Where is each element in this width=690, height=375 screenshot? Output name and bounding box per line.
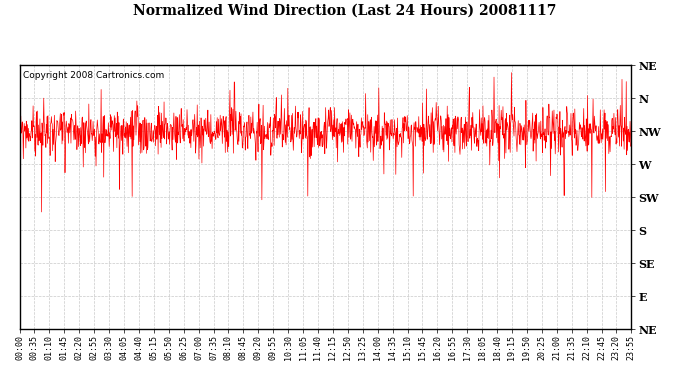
Text: Copyright 2008 Cartronics.com: Copyright 2008 Cartronics.com (23, 70, 164, 80)
Text: Normalized Wind Direction (Last 24 Hours) 20081117: Normalized Wind Direction (Last 24 Hours… (133, 4, 557, 18)
